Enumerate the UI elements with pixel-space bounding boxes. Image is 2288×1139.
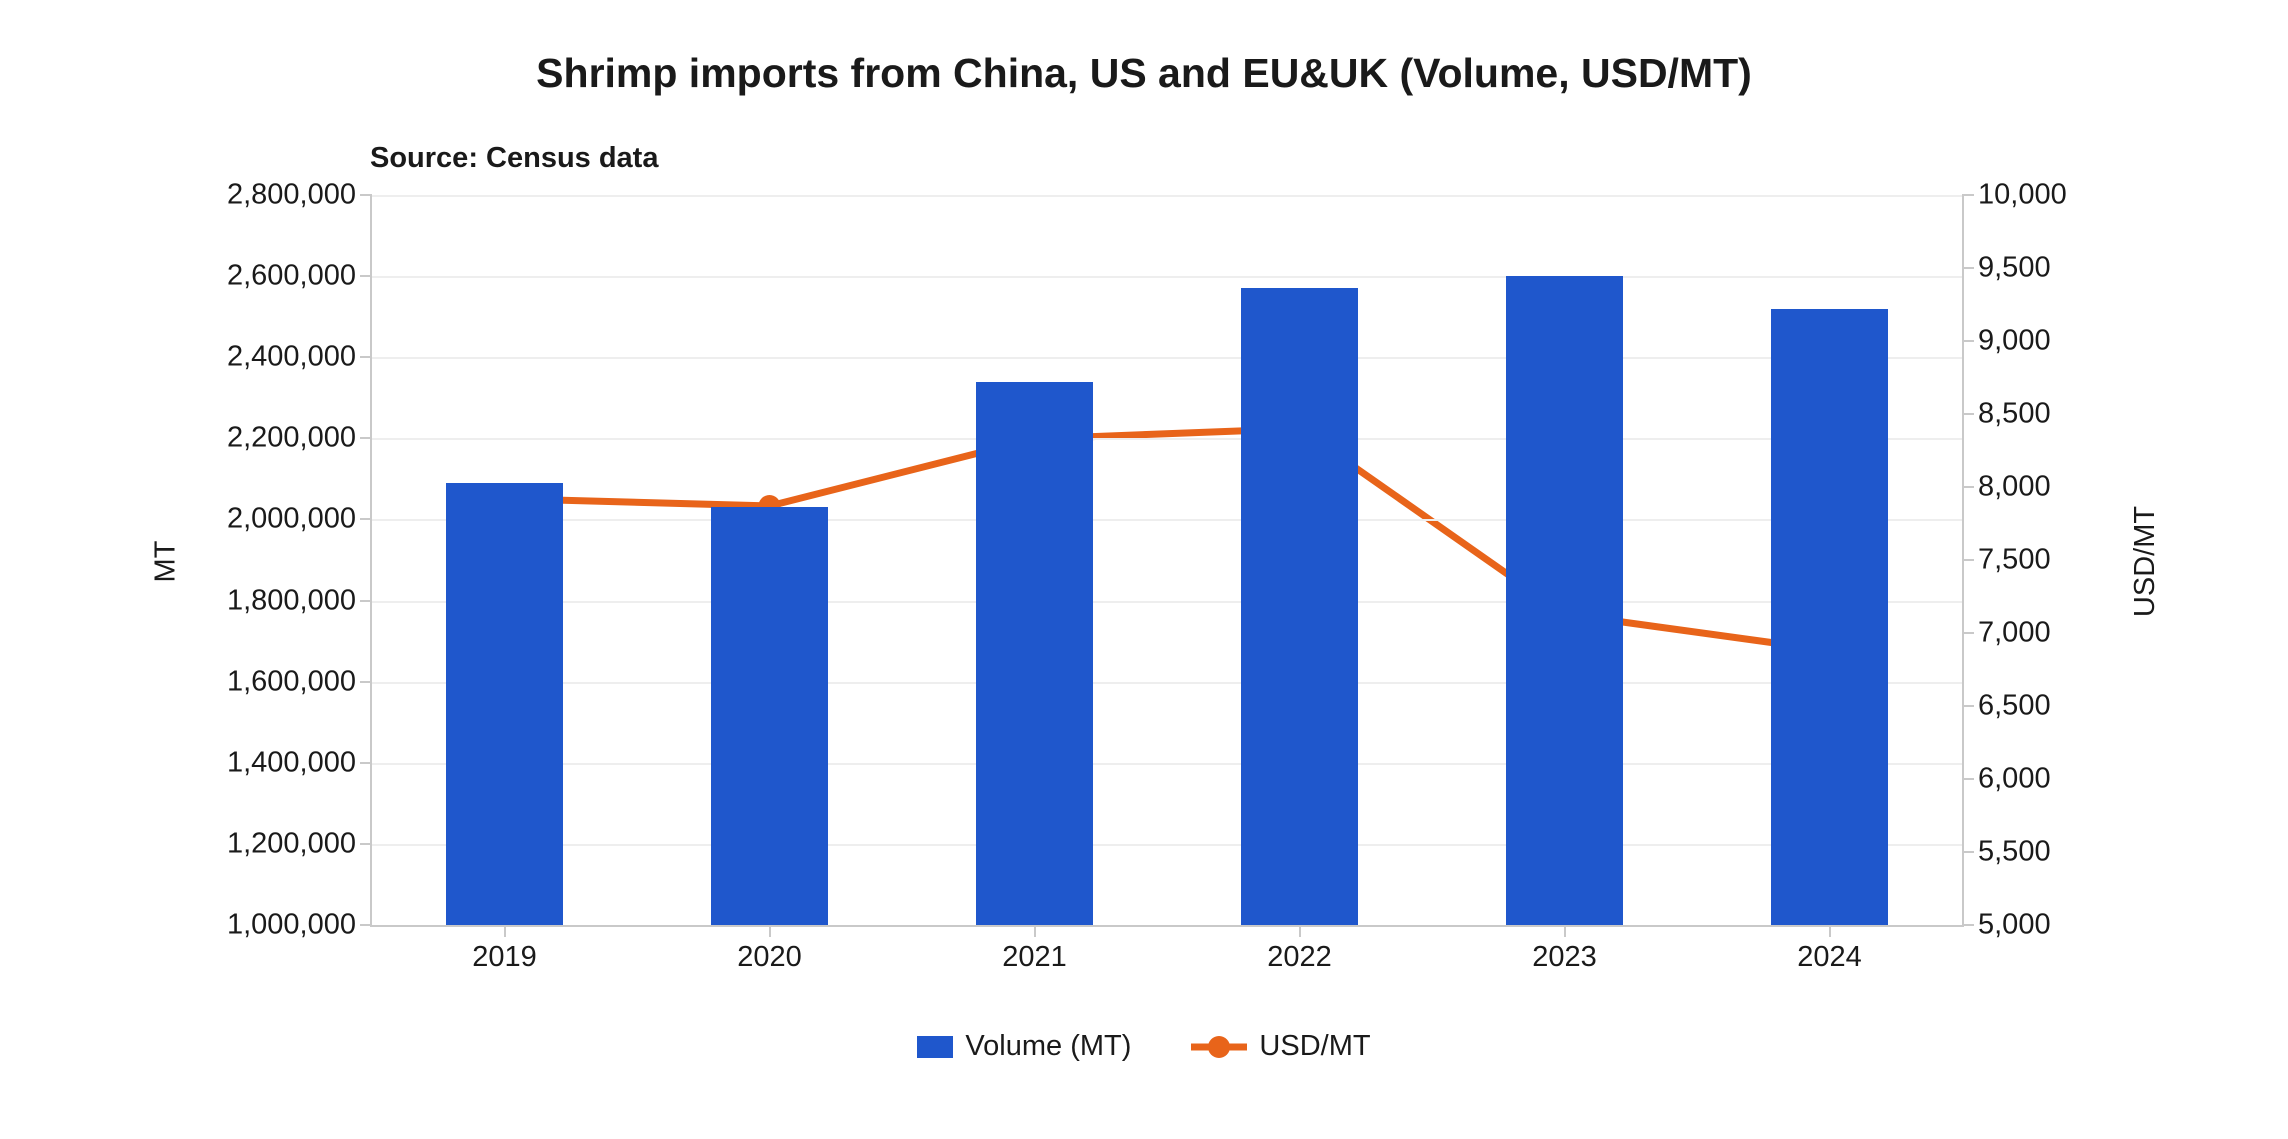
line-path <box>505 429 1830 651</box>
line-series-svg <box>372 195 1962 925</box>
y-right-tick-label: 6,500 <box>1962 690 2051 723</box>
chart-title: Shrimp imports from China, US and EU&UK … <box>0 50 2288 97</box>
legend-item-volume: Volume (MT) <box>917 1030 1131 1063</box>
gridline <box>372 438 1962 440</box>
y-left-tick-label: 2,800,000 <box>227 179 372 212</box>
legend-bar-label: Volume (MT) <box>965 1030 1131 1063</box>
y-right-tick-label: 8,000 <box>1962 471 2051 504</box>
y-left-tick-label: 1,200,000 <box>227 827 372 860</box>
y-right-tick-label: 9,000 <box>1962 325 2051 358</box>
plot-area: 1,000,0001,200,0001,400,0001,600,0001,80… <box>370 195 1964 927</box>
chart-subtitle: Source: Census data <box>370 142 658 175</box>
y-left-tick-label: 2,000,000 <box>227 503 372 536</box>
x-tick-label: 2020 <box>737 925 802 974</box>
gridline <box>372 357 1962 359</box>
y-left-tick-label: 2,400,000 <box>227 341 372 374</box>
gridline <box>372 519 1962 521</box>
x-tick-label: 2023 <box>1532 925 1597 974</box>
bar <box>1241 288 1358 925</box>
bar <box>1771 309 1888 925</box>
x-tick-label: 2021 <box>1002 925 1067 974</box>
y-axis-left-title: MT <box>149 541 182 583</box>
y-left-tick-label: 1,400,000 <box>227 746 372 779</box>
y-right-tick-label: 8,500 <box>1962 398 2051 431</box>
gridline <box>372 682 1962 684</box>
y-axis-right-title: USD/MT <box>2129 506 2162 617</box>
y-left-tick-label: 1,600,000 <box>227 665 372 698</box>
legend-bar-swatch <box>917 1036 953 1058</box>
y-right-tick-label: 9,500 <box>1962 252 2051 285</box>
y-right-tick-label: 7,500 <box>1962 544 2051 577</box>
gridline <box>372 601 1962 603</box>
gridline <box>372 763 1962 765</box>
y-left-tick-label: 2,600,000 <box>227 260 372 293</box>
legend-line-label: USD/MT <box>1259 1030 1370 1063</box>
bar <box>711 507 828 925</box>
gridline <box>372 844 1962 846</box>
legend: Volume (MT) USD/MT <box>0 1030 2288 1063</box>
bar <box>976 382 1093 925</box>
y-right-tick-label: 5,500 <box>1962 836 2051 869</box>
y-left-tick-label: 1,800,000 <box>227 584 372 617</box>
x-tick-label: 2022 <box>1267 925 1332 974</box>
bar <box>446 483 563 925</box>
legend-line-swatch <box>1191 1036 1247 1058</box>
gridline <box>372 195 1962 197</box>
bar <box>1506 276 1623 925</box>
chart-container: Shrimp imports from China, US and EU&UK … <box>0 0 2288 1139</box>
y-right-tick-label: 7,000 <box>1962 617 2051 650</box>
y-left-tick-label: 2,200,000 <box>227 422 372 455</box>
x-tick-label: 2019 <box>472 925 537 974</box>
y-right-tick-label: 6,000 <box>1962 763 2051 796</box>
gridline <box>372 276 1962 278</box>
x-tick-label: 2024 <box>1797 925 1862 974</box>
y-right-tick-label: 5,000 <box>1962 909 2051 942</box>
y-right-tick-label: 10,000 <box>1962 179 2067 212</box>
legend-item-usdmt: USD/MT <box>1191 1030 1370 1063</box>
y-left-tick-label: 1,000,000 <box>227 909 372 942</box>
